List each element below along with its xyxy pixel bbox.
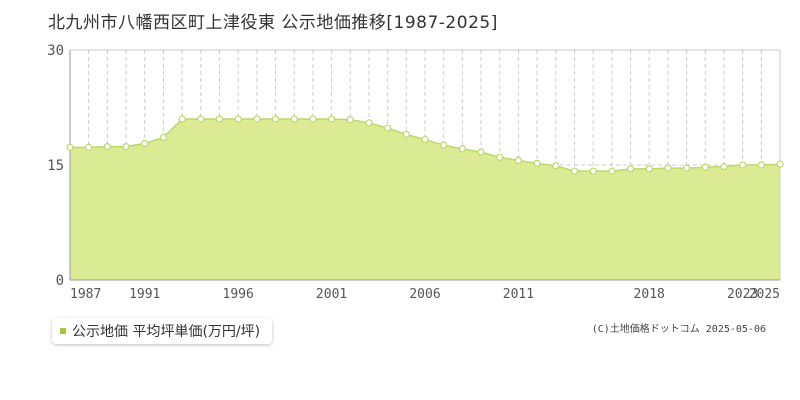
data-point <box>589 167 597 175</box>
x-tick-label: 1991 <box>129 287 160 302</box>
series-area <box>70 119 780 280</box>
data-point <box>701 163 709 171</box>
data-point <box>290 115 298 123</box>
y-tick-label: 15 <box>47 158 64 174</box>
legend-marker-icon <box>60 328 66 334</box>
data-point <box>739 161 747 169</box>
data-point <box>608 167 616 175</box>
data-point <box>122 143 130 151</box>
data-point <box>365 119 373 127</box>
data-point <box>141 139 149 148</box>
data-point <box>682 164 691 172</box>
data-point <box>440 141 448 149</box>
chart-title: 北九州市八幡西区町上津役東 公示地価推移[1987-2025] <box>48 13 498 33</box>
x-tick-label: 1996 <box>223 287 254 302</box>
data-point <box>626 165 635 173</box>
x-tick-label: 2011 <box>503 287 534 302</box>
data-point <box>664 164 672 172</box>
data-point <box>421 136 429 144</box>
data-point <box>234 115 242 123</box>
tick-labels-layer: 0 15 30 1987 1991 1996 2001 2006 2011 2018 2023202… <box>47 43 780 302</box>
markers-layer <box>66 115 784 175</box>
data-point <box>384 124 392 132</box>
data-point <box>496 153 504 161</box>
legend-label: 公示地価 平均坪単価(万円/坪) <box>72 324 261 340</box>
data-point <box>776 160 784 168</box>
data-point <box>645 165 653 173</box>
data-point <box>309 115 317 123</box>
data-point <box>215 115 224 123</box>
x-tick-label: 2018 <box>634 287 665 302</box>
data-point <box>720 162 728 171</box>
data-point <box>327 115 336 123</box>
y-tick-label: 0 <box>56 273 64 289</box>
data-point <box>514 156 523 164</box>
data-point <box>103 143 111 151</box>
data-point <box>570 167 579 175</box>
data-point <box>271 115 280 123</box>
x-tick-label: 2001 <box>316 287 347 302</box>
legend: 公示地価 平均坪単価(万円/坪) <box>52 318 273 344</box>
x-tick-label: 2025 <box>749 287 780 302</box>
data-point <box>757 161 765 169</box>
data-point <box>533 159 541 168</box>
y-tick-label: 30 <box>47 43 64 59</box>
data-point <box>66 143 74 151</box>
data-point <box>552 162 560 170</box>
data-point <box>178 115 186 123</box>
data-point <box>253 115 261 123</box>
x-tick-label: 2023 <box>727 287 758 302</box>
x-tick-label: 2006 <box>409 287 440 302</box>
data-point <box>402 130 410 138</box>
credit-text: (C)土地価格ドットコム 2025-05-06 <box>591 324 766 335</box>
data-point <box>197 115 205 123</box>
data-point <box>85 143 93 151</box>
data-point <box>346 116 354 124</box>
data-point <box>458 145 466 153</box>
data-point <box>159 133 168 141</box>
data-point <box>477 148 485 156</box>
x-tick-label: 1987 <box>70 287 101 302</box>
